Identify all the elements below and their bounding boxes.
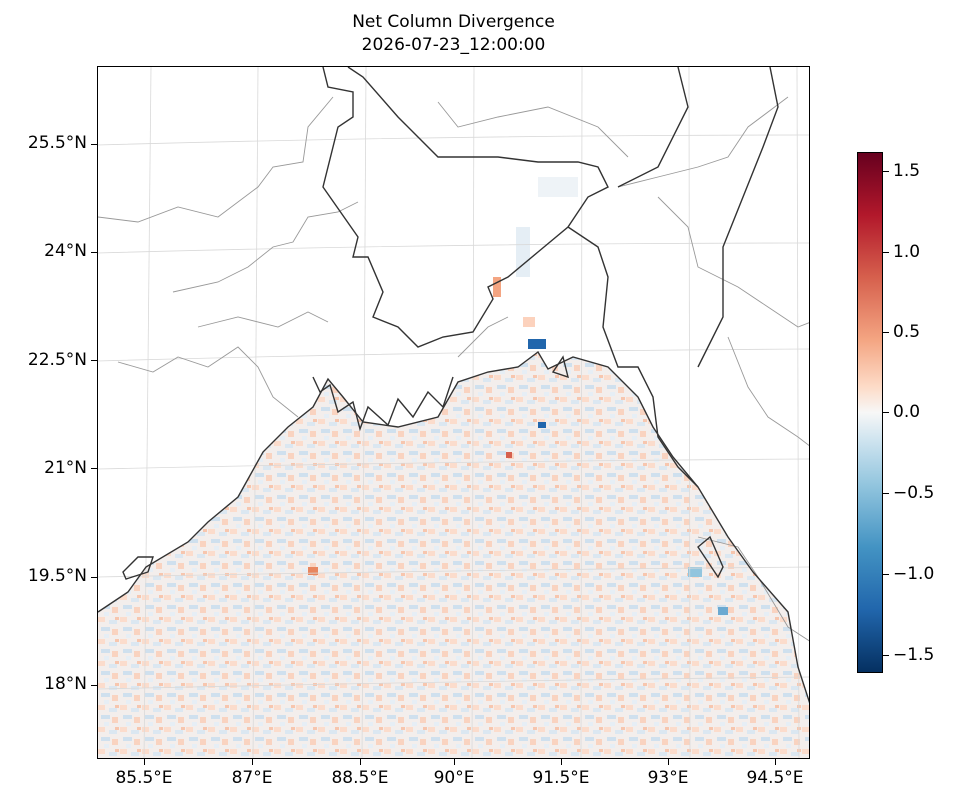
colorbar-tick-mark [883, 493, 889, 494]
lat-tick-label: 18°N [44, 674, 87, 694]
colorbar-tick-mark [883, 171, 889, 172]
colorbar [857, 152, 883, 673]
map-panel [97, 66, 810, 759]
lat-tick-mark [91, 468, 97, 469]
lat-tick-mark [91, 360, 97, 361]
coastline [98, 67, 809, 704]
lon-tick-label: 88.5°E [331, 768, 389, 788]
divergence-field [98, 352, 809, 758]
plot-title: Net Column Divergence [352, 12, 555, 32]
colorbar-tick-label: 0.0 [893, 402, 921, 422]
lat-tick-label: 25.5°N [27, 133, 87, 153]
colorbar-tick-mark [883, 655, 889, 656]
lon-tick-mark [454, 759, 455, 765]
map-svg [98, 67, 809, 758]
lat-tick-mark [91, 685, 97, 686]
lat-tick-label: 21°N [44, 458, 87, 478]
colorbar-tick-label: 1.5 [893, 161, 921, 181]
gridlines [98, 67, 809, 758]
lon-tick-label: 90°E [433, 768, 475, 788]
colorbar-tick-mark [883, 412, 889, 413]
lon-tick-mark [561, 759, 562, 765]
lon-tick-mark [668, 759, 669, 765]
lat-tick-mark [91, 252, 97, 253]
colorbar-tick-label: −1.0 [893, 564, 935, 584]
lat-tick-mark [91, 144, 97, 145]
lon-tick-mark [775, 759, 776, 765]
lat-tick-mark [91, 577, 97, 578]
colorbar-tick-label: −1.5 [893, 645, 935, 665]
colorbar-tick-label: 0.5 [893, 322, 921, 342]
colorbar-tick-label: −0.5 [893, 483, 935, 503]
lon-tick-mark [252, 759, 253, 765]
lon-tick-label: 91.5°E [532, 768, 590, 788]
delta-cells [493, 177, 578, 349]
colorbar-tick-mark [883, 574, 889, 575]
colorbar-tick-label: 1.0 [893, 242, 921, 262]
lat-tick-label: 24°N [44, 241, 87, 261]
lon-tick-mark [360, 759, 361, 765]
lon-tick-label: 85.5°E [115, 768, 173, 788]
colorbar-tick-mark [883, 332, 889, 333]
colorbar-tick-mark [883, 252, 889, 253]
lat-tick-label: 19.5°N [27, 566, 87, 586]
plot-subtitle-time: 2026-07-23_12:00:00 [361, 35, 546, 55]
lon-tick-label: 94.5°E [746, 768, 804, 788]
lon-tick-label: 93°E [647, 768, 689, 788]
lon-tick-mark [144, 759, 145, 765]
lat-tick-label: 22.5°N [27, 350, 87, 370]
lon-tick-label: 87°E [231, 768, 273, 788]
